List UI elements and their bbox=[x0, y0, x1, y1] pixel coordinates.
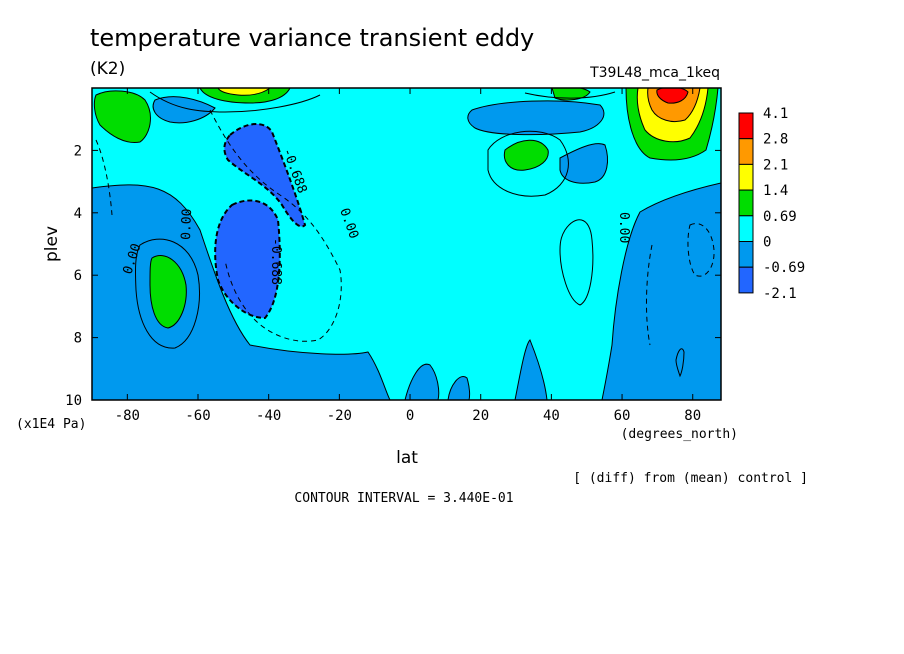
band-neg-surface-15 bbox=[447, 376, 471, 400]
contour-solid-top-north bbox=[524, 91, 616, 99]
x-tick-label: 60 bbox=[614, 408, 631, 424]
contour-label: -0.688 bbox=[268, 238, 283, 285]
colorbar-swatch bbox=[738, 163, 754, 191]
band-neg-surface-35 bbox=[514, 339, 548, 400]
contour-label: 0.00 bbox=[616, 212, 631, 243]
colorbar-swatch bbox=[738, 266, 754, 294]
colorbar-label: -2.1 bbox=[763, 286, 797, 302]
x-tick-label: 20 bbox=[472, 408, 489, 424]
y-tick-label: 10 bbox=[65, 393, 82, 409]
y-axis-label: plev bbox=[42, 226, 62, 262]
band-pos-south-upper-2 bbox=[217, 88, 271, 96]
y-tick-label: 2 bbox=[74, 143, 82, 159]
band-neg-blob-north bbox=[559, 143, 608, 184]
contour-solid-nh-tropics bbox=[559, 219, 594, 306]
band-neg-upper-south bbox=[152, 96, 216, 124]
colorbar-swatch bbox=[738, 138, 754, 165]
band-pos-south-mid bbox=[149, 255, 187, 329]
band-very-neg-south bbox=[214, 199, 281, 320]
colorbar-swatch bbox=[738, 189, 754, 217]
band-very-neg-upper bbox=[223, 123, 307, 228]
contour-solid-nh-spike bbox=[675, 348, 685, 378]
contour-label: 0.00 bbox=[179, 208, 195, 240]
x-tick-label: -80 bbox=[115, 408, 140, 424]
contour-dashed-south bbox=[209, 109, 342, 342]
x-tick-label: 80 bbox=[684, 408, 701, 424]
x-axis: -80 -60 -40 -20 0 20 40 60 80 bbox=[115, 88, 701, 424]
colorbar-label: -0.69 bbox=[763, 260, 805, 276]
contour-solid-top-south bbox=[149, 91, 321, 113]
band-pos-north-peak-4 bbox=[656, 88, 689, 104]
contour-dashed-nh-2 bbox=[645, 244, 653, 346]
run-id-label: T39L48_mca_1keq bbox=[589, 65, 720, 81]
colorbar-label: 2.1 bbox=[763, 157, 788, 173]
y-units-label: (x1E4 Pa) bbox=[16, 417, 86, 432]
colorbar-label: 1.4 bbox=[763, 183, 788, 199]
x-tick-label: 0 bbox=[406, 408, 414, 424]
contour-interval-note: CONTOUR INTERVAL = 3.440E-01 bbox=[294, 491, 513, 506]
band-neg-north bbox=[601, 182, 721, 400]
x-tick-label: 40 bbox=[543, 408, 560, 424]
units-label: (K2) bbox=[90, 59, 125, 79]
y-tick-label: 4 bbox=[74, 206, 82, 222]
band-pos-north-top-small bbox=[551, 88, 591, 101]
x-axis-label: lat bbox=[396, 448, 418, 468]
contour-solid-nh bbox=[487, 130, 569, 197]
plot-area bbox=[92, 88, 721, 400]
y-tick-label: 6 bbox=[74, 268, 82, 284]
colorbar-swatch bbox=[738, 241, 754, 268]
x-tick-label: -20 bbox=[327, 408, 352, 424]
y-tick-label: 8 bbox=[74, 331, 82, 347]
band-neg-south bbox=[92, 184, 391, 400]
x-units-label: (degrees_north) bbox=[621, 427, 738, 442]
colorbar-label: 2.8 bbox=[763, 132, 788, 148]
colorbar-swatch bbox=[738, 215, 754, 243]
colorbar-label: 0.69 bbox=[763, 209, 797, 225]
colorbar-label: 0 bbox=[763, 235, 771, 251]
x-tick-label: -60 bbox=[185, 408, 210, 424]
diff-note: [ (diff) from (mean) control ] bbox=[573, 471, 808, 486]
chart-title: temperature variance transient eddy bbox=[90, 24, 534, 52]
colorbar-label: 4.1 bbox=[763, 106, 788, 122]
contour-dashed-sh-left bbox=[95, 139, 113, 216]
band-pos-south-top bbox=[93, 90, 151, 144]
band-neg-upper-north bbox=[467, 100, 605, 136]
colorbar: 4.1 2.8 2.1 1.4 0.69 0 -0.69 -2.1 bbox=[738, 106, 805, 302]
x-tick-label: -40 bbox=[256, 408, 281, 424]
y-axis: 2 4 6 8 10 bbox=[65, 143, 721, 409]
colorbar-swatch bbox=[738, 112, 754, 140]
plot-frame bbox=[91, 87, 722, 401]
contour-solid-sh bbox=[135, 238, 200, 349]
contour-dashed-nh bbox=[687, 223, 715, 277]
band-pos-north-mid bbox=[503, 139, 549, 171]
band-neg-surface-0 bbox=[404, 363, 440, 400]
